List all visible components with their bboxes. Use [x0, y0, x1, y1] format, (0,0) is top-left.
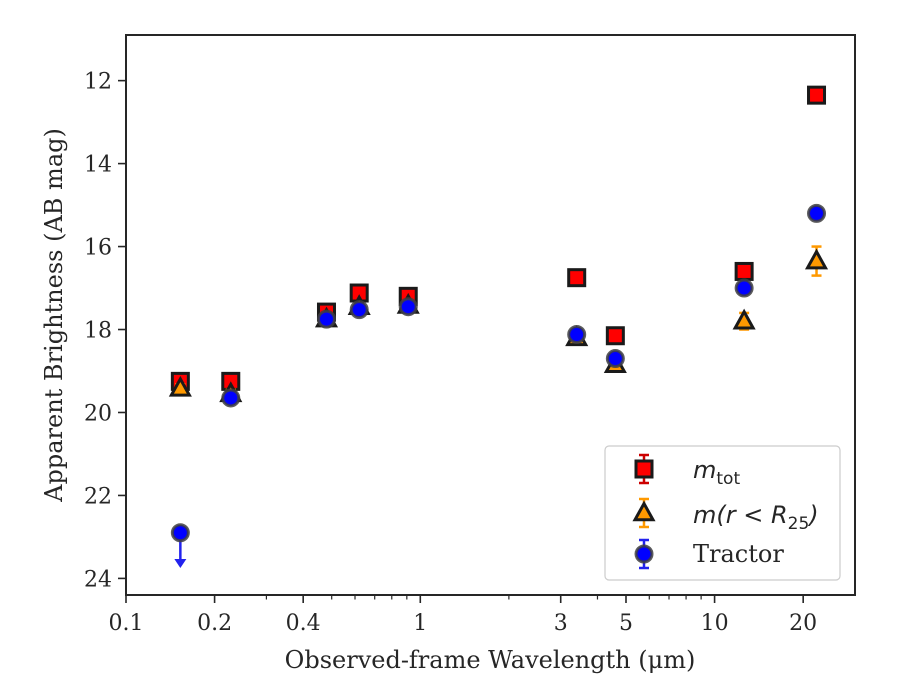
legend-label-m-r25: m(r < R25): [693, 501, 819, 534]
point-s2-4-marker: [398, 297, 418, 317]
x-axis: 0.1 0.2 0.4 1 3 5 10 20: [109, 595, 817, 636]
point-s2-8-group: [807, 203, 827, 223]
point-s0-5-group: [567, 268, 587, 288]
point-s2-5-marker: [567, 324, 587, 344]
point-s0-7-marker: [734, 261, 754, 281]
point-s0-8-marker: [807, 85, 827, 105]
y-tick-label-2: 16: [84, 236, 112, 261]
point-s1-0-group: [168, 375, 192, 397]
x-tick-label-2: 0.4: [286, 611, 321, 636]
x-axis-label: Observed-frame Wavelength (μm): [285, 646, 696, 674]
legend-label-mtot: mtot: [693, 456, 740, 489]
y-tick-label-1: 14: [84, 153, 112, 178]
x-tick-label-6: 10: [701, 611, 729, 636]
point-s2-4-group: [398, 297, 418, 317]
point-s2-0-group: [170, 523, 190, 569]
point-s2-3-marker: [349, 300, 369, 320]
point-s2-1-marker: [221, 388, 241, 408]
x-tick-label-1: 0.2: [197, 611, 232, 636]
legend-label-tractor: Tractor: [693, 540, 784, 568]
x-tick-label-4: 3: [554, 611, 568, 636]
point-s2-6-group: [605, 349, 625, 369]
point-s0-5-marker: [567, 268, 587, 288]
point-s2-8-marker: [807, 203, 827, 223]
y-axis: 12 14 16 18 20 22 24: [84, 70, 126, 592]
legend-1-marker: [632, 500, 656, 522]
data-markers: [168, 85, 829, 569]
y-tick-label-4: 20: [84, 401, 112, 426]
point-s1-0-marker: [168, 375, 192, 397]
y-tick-label-0: 12: [84, 70, 112, 95]
point-s2-5-group: [567, 324, 587, 344]
point-s2-3-group: [349, 300, 369, 320]
x-tick-label-5: 5: [619, 611, 633, 636]
y-tick-label-5: 22: [84, 484, 112, 509]
y-axis-label: Apparent Brightness (AB mag): [40, 128, 68, 503]
point-s1-7-group: [732, 308, 756, 331]
point-s0-6-group: [605, 326, 625, 346]
x-tick-label-7: 20: [789, 611, 817, 636]
point-s0-8-group: [807, 85, 827, 105]
legend-2-marker: [634, 544, 654, 564]
point-s2-6-marker: [605, 349, 625, 369]
legend-0-marker: [634, 459, 654, 479]
point-s0-3-group: [349, 283, 369, 303]
y-tick-label-6: 24: [84, 567, 112, 592]
point-s0-6-marker: [605, 326, 625, 346]
legend-marker-mtot: [634, 453, 654, 485]
point-s2-1-group: [221, 388, 241, 408]
point-s0-7-group: [734, 261, 754, 281]
legend-box: [604, 445, 841, 581]
legend-marker-tractor: [634, 538, 654, 570]
x-tick-label-0: 0.1: [109, 611, 144, 636]
x-tick-label-3: 1: [413, 611, 427, 636]
point-s2-7-marker: [734, 278, 754, 298]
point-s1-7-marker: [732, 308, 756, 330]
legend: mtot m(r < R25) Tractor: [604, 445, 841, 581]
point-s2-7-group: [734, 278, 754, 298]
point-s1-8-marker: [804, 248, 829, 270]
y-tick-label-3: 18: [84, 319, 112, 344]
point-s1-8-group: [804, 245, 829, 277]
point-s2-0-limit-arrow: [174, 559, 187, 569]
point-s2-0-marker: [170, 523, 190, 543]
legend-marker-m-r25: [632, 497, 656, 529]
point-s2-2-marker: [316, 309, 336, 329]
point-s2-2-group: [316, 309, 336, 329]
